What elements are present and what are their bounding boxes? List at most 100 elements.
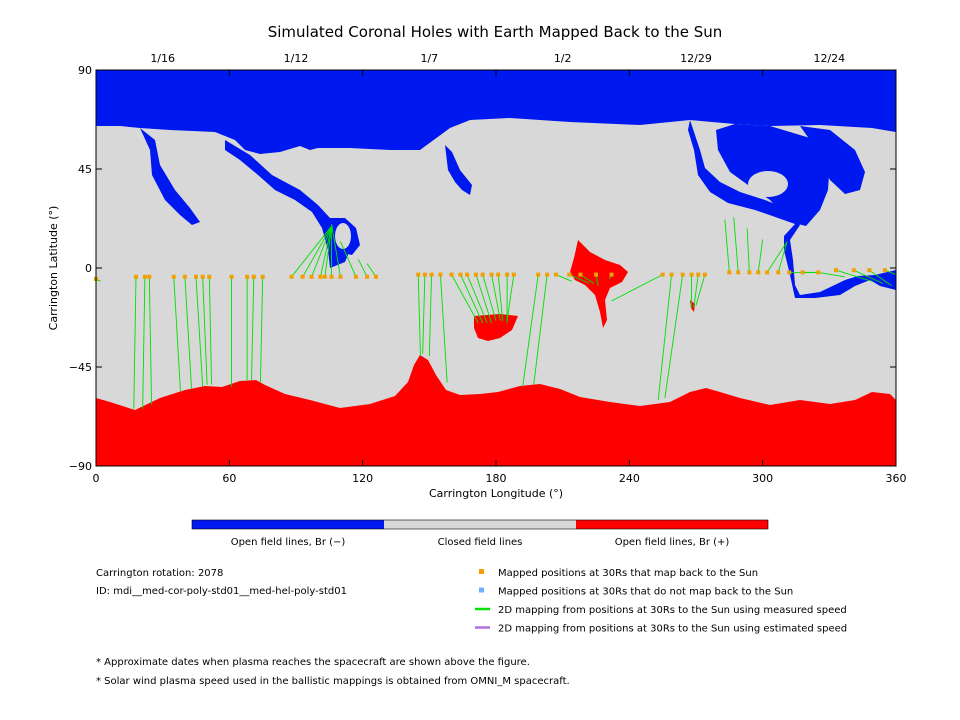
- mapped-position-marker: [171, 274, 176, 279]
- mapped-position-marker: [747, 270, 752, 275]
- mapping-line: [302, 225, 332, 278]
- mapping-line: [291, 225, 332, 278]
- mapping-line: [522, 274, 539, 387]
- mapping-line: [422, 274, 426, 354]
- mapping-line: [497, 274, 504, 321]
- mapped-position-marker: [816, 270, 821, 275]
- mapped-position-marker: [365, 274, 370, 279]
- mapped-position-marker: [765, 270, 770, 275]
- colorbar-segment: [384, 520, 576, 529]
- mapping-lines: [95, 217, 897, 409]
- mapped-position-marker: [251, 274, 256, 279]
- x-tick-label: 360: [886, 472, 907, 485]
- mapped-position-marker: [474, 272, 478, 277]
- colorbar-label: Open field lines, Br (−): [231, 537, 346, 548]
- mapping-line: [148, 276, 153, 405]
- north-open-field-region: [96, 70, 896, 154]
- mapping-line: [777, 241, 788, 273]
- mapped-position-marker: [182, 274, 187, 279]
- mapping-line: [460, 274, 484, 324]
- mapped-position-marker: [536, 272, 541, 277]
- mapping-line: [580, 274, 595, 284]
- mapping-line: [853, 269, 883, 284]
- mapping-line: [311, 226, 332, 277]
- date-axis: 1/16 1/12 1/7 1/2 12/29 12/24: [150, 52, 845, 65]
- mapped-position-marker: [338, 274, 343, 279]
- x-tick-label: 120: [352, 472, 373, 485]
- mapped-position-marker: [194, 274, 198, 279]
- north-open-field-lobe: [800, 126, 865, 194]
- mapped-position-marker: [309, 274, 314, 279]
- x-tick-label: 300: [752, 472, 773, 485]
- date-tick-label: 1/12: [284, 52, 309, 65]
- x-tick-label: 240: [619, 472, 640, 485]
- mapped-position-marker: [489, 272, 494, 277]
- mapped-position-marker: [200, 274, 205, 279]
- mapping-line: [724, 219, 730, 273]
- mapped-position-marker: [609, 272, 614, 277]
- mapped-position-marker: [689, 272, 694, 277]
- mapped-position-marker: [702, 272, 707, 277]
- colorbar-label: Closed field lines: [438, 537, 523, 548]
- chart-title: Simulated Coronal Holes with Earth Mappe…: [268, 23, 723, 41]
- mapping-line: [142, 276, 146, 409]
- mapping-line: [202, 276, 208, 385]
- mapping-line: [324, 226, 333, 277]
- x-tick-label: 0: [93, 472, 100, 485]
- mapping-line: [466, 274, 488, 324]
- mapping-line: [746, 228, 750, 273]
- mapping-line: [491, 274, 501, 321]
- mapped-position-marker: [329, 274, 334, 279]
- colorbar-frame: [191, 519, 769, 530]
- mapping-line: [428, 274, 433, 357]
- mapping-points: [94, 268, 887, 281]
- mapping-line: [366, 263, 377, 278]
- colorbar: Open field lines, Br (−) Closed field lin…: [191, 519, 769, 548]
- mapped-position-marker: [260, 274, 265, 279]
- mapped-position-marker: [594, 272, 598, 277]
- mapped-position-marker: [787, 270, 792, 275]
- legend-marker: [479, 587, 484, 593]
- colorbar-label: Open field lines, Br (+): [615, 537, 730, 548]
- mapping-line: [569, 274, 590, 284]
- mapped-position-marker: [545, 272, 550, 277]
- mapped-position-marker: [429, 272, 434, 277]
- mapping-line: [251, 276, 255, 381]
- mapped-position-marker: [207, 274, 212, 279]
- mapped-position-marker: [374, 274, 378, 279]
- mapped-position-marker: [300, 274, 305, 279]
- date-tick-label: 12/24: [813, 52, 845, 65]
- y-axis: 90 45 0 −45 −90: [69, 64, 896, 473]
- mapping-line: [451, 274, 479, 324]
- legend-marker: [479, 569, 484, 574]
- mapped-position-marker: [882, 268, 887, 273]
- footnote: * Approximate dates when plasma reaches …: [96, 657, 530, 668]
- x-tick-label: 180: [486, 472, 507, 485]
- mapped-position-marker: [318, 274, 323, 279]
- legend-label: Mapped positions at 30Rs that map back t…: [498, 568, 758, 579]
- mapping-line: [757, 239, 764, 273]
- mapping-line: [133, 276, 137, 409]
- mapping-line: [818, 271, 845, 278]
- y-tick-label: −45: [69, 361, 92, 374]
- mapping-line: [357, 258, 368, 278]
- mapping-line: [506, 274, 515, 321]
- mapped-position-marker: [567, 272, 572, 277]
- mapping-line: [320, 226, 332, 277]
- mapping-line: [195, 276, 204, 387]
- plot-area: [94, 69, 897, 467]
- mapping-line: [331, 223, 341, 277]
- legend-label: 2D mapping from positions at 30Rs to the…: [498, 624, 847, 635]
- closed-field-island: [814, 235, 844, 269]
- mapping-line: [439, 274, 448, 383]
- mapped-position-marker: [727, 270, 732, 275]
- mapped-position-marker: [322, 274, 327, 279]
- date-tick-label: 12/29: [680, 52, 712, 65]
- mapped-position-marker: [354, 274, 358, 279]
- mapped-position-marker: [736, 270, 741, 275]
- mapped-position-marker: [229, 274, 234, 279]
- south-open-field-region: [96, 355, 896, 466]
- colorbar-segment: [192, 520, 384, 529]
- mapped-position-marker: [496, 272, 501, 277]
